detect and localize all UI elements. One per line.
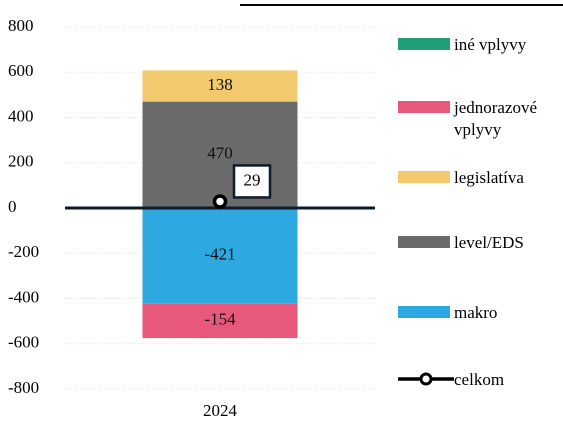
bar-segment	[142, 208, 298, 304]
line-marker	[212, 194, 228, 209]
legend-label: makro	[454, 303, 498, 322]
y-tick-label: -800	[8, 378, 39, 397]
y-tick-label: 600	[8, 61, 34, 80]
bar-segment	[142, 70, 298, 102]
legend-label: jednorazové vplyvy	[454, 98, 538, 139]
legend-label: iné vplyvy	[454, 35, 527, 54]
y-tick-label: 400	[8, 106, 34, 125]
data-label: 470	[207, 144, 233, 163]
legend-label: celkom	[454, 370, 505, 389]
legend-swatch	[398, 38, 450, 50]
y-tick-label: -400	[8, 287, 39, 306]
data-label: 138	[207, 75, 233, 94]
legend-label: legislatíva	[454, 168, 524, 187]
y-tick-label: 0	[8, 197, 17, 216]
y-tick-label: -200	[8, 242, 39, 261]
y-tick-label: 800	[8, 16, 34, 35]
legend-entry: legislatíva	[398, 167, 563, 189]
legend-entry: celkom	[398, 369, 563, 391]
bar-segment	[142, 303, 298, 339]
legend-swatch	[398, 372, 454, 386]
legend-swatch	[398, 306, 450, 318]
legend-swatch	[398, 101, 450, 113]
y-tick-label: -600	[8, 333, 39, 352]
x-tick-label: 2024	[203, 401, 238, 420]
legend-entry: level/EDS	[398, 232, 563, 254]
data-label: -154	[204, 310, 236, 329]
legend-entry: makro	[398, 302, 563, 324]
legend-entry: iné vplyvy	[398, 34, 563, 56]
data-label: -421	[204, 245, 235, 264]
label-box	[232, 164, 272, 199]
data-label: 29	[244, 170, 261, 189]
legend-swatch	[398, 236, 450, 248]
legend-entry: jednorazové vplyvy	[398, 97, 563, 141]
legend-swatch	[398, 171, 450, 183]
legend-label: level/EDS	[454, 233, 524, 252]
y-tick-label: 200	[8, 152, 34, 171]
bar-segment	[142, 101, 298, 208]
